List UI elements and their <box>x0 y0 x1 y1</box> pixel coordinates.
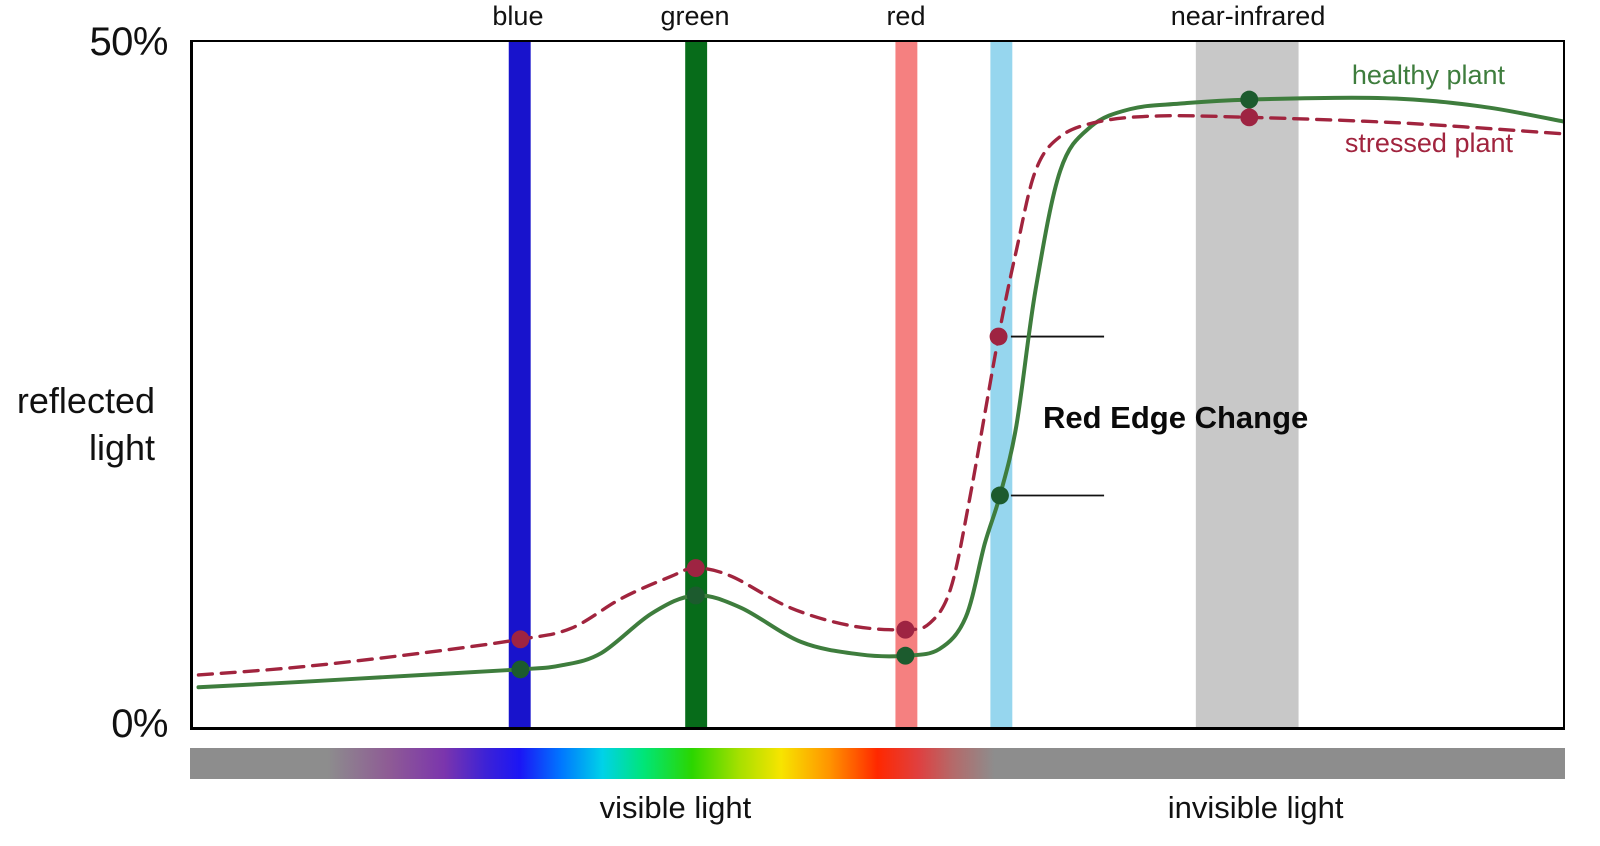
band-red-edge <box>990 42 1013 727</box>
spectrum-label-visible-light: visible light <box>599 790 752 825</box>
marker-stressed-plant-4 <box>1240 108 1259 127</box>
marker-stressed-plant-1 <box>686 559 705 577</box>
spectrum-label-invisible-light: invisible light <box>1167 790 1344 825</box>
red-edge-change-annotation: Red Edge Change <box>1043 400 1309 435</box>
spectrum-labels-row: visible light invisible light <box>190 790 1565 834</box>
band-red <box>895 42 918 727</box>
band-green <box>685 42 708 727</box>
band-blue <box>508 42 531 727</box>
marker-healthy-plant-0 <box>511 660 530 679</box>
y-axis-title-line2: light <box>88 426 155 468</box>
legend-stressed-plant: stressed plant <box>1344 128 1513 158</box>
plot-area: healthy plant stressed plant Red Edge Ch… <box>190 40 1565 730</box>
band-label-red: red <box>886 1 926 31</box>
y-axis-max-label: 50% <box>89 20 168 64</box>
marker-healthy-plant-4 <box>1240 90 1259 109</box>
marker-stressed-plant-0 <box>511 630 530 649</box>
band-near-infrared <box>1195 42 1299 727</box>
marker-healthy-plant-1 <box>686 586 705 605</box>
band-labels-row: blue green red near-infrared <box>190 0 1565 38</box>
y-axis-title: reflected light <box>0 378 155 472</box>
marker-healthy-plant-3 <box>990 486 1009 505</box>
y-axis-title-line1: reflected <box>16 380 155 421</box>
marker-healthy-plant-2 <box>896 646 915 665</box>
series-line-stressed-plant <box>196 114 1563 677</box>
marker-stressed-plant-3 <box>989 327 1008 346</box>
band-label-blue: blue <box>492 1 544 31</box>
marker-stressed-plant-2 <box>896 620 915 639</box>
spectrum-bar <box>190 748 1565 779</box>
chart-canvas <box>196 42 1563 727</box>
legend-healthy-plant: healthy plant <box>1351 60 1505 90</box>
series-line-healthy-plant <box>196 95 1563 690</box>
band-label-near-infrared: near-infrared <box>1170 1 1326 31</box>
y-axis-min-label: 0% <box>111 702 168 746</box>
band-label-green: green <box>660 1 730 31</box>
